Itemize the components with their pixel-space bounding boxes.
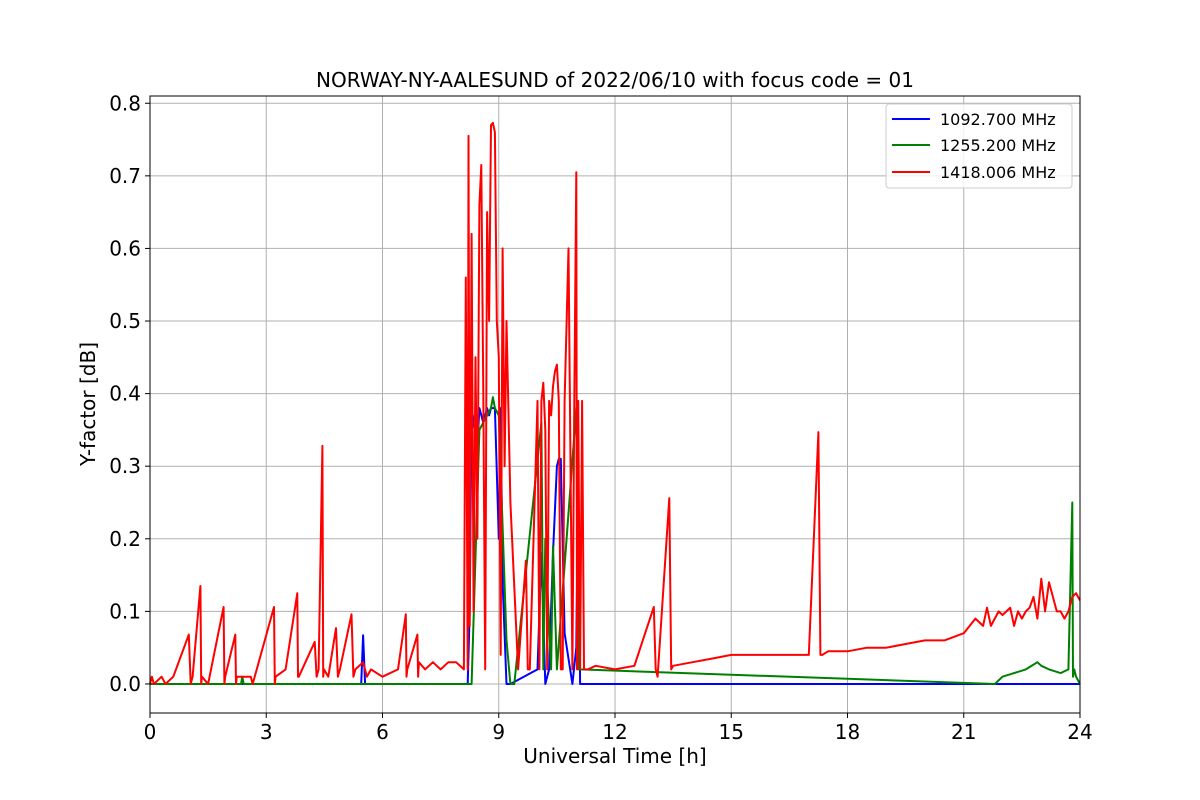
- y-tick-label: 0.0: [109, 672, 141, 696]
- legend-box: [885, 103, 1073, 189]
- y-tick-label: 0.1: [109, 599, 141, 623]
- legend-label-1255-mhz: 1255.200 MHz: [940, 136, 1056, 155]
- chart-title: NORWAY-NY-AALESUND of 2022/06/10 with fo…: [316, 68, 914, 92]
- x-tick-label: 9: [492, 720, 505, 744]
- x-tick-label: 21: [951, 720, 976, 744]
- series-lines: [149, 121, 1081, 685]
- x-tick-label: 6: [376, 720, 389, 744]
- legend-label-1092-mhz: 1092.700 MHz: [940, 110, 1056, 129]
- x-tick-label: 24: [1067, 720, 1092, 744]
- y-tick-label: 0.3: [109, 454, 141, 478]
- y-tick-label: 0.6: [109, 236, 141, 260]
- y-tick-label: 0.8: [109, 91, 141, 115]
- x-tick-label: 18: [835, 720, 860, 744]
- x-tick-label: 15: [719, 720, 744, 744]
- legend: 1092.700 MHz 1255.200 MHz 1418.006 MHz: [885, 103, 1073, 189]
- x-tick-label: 12: [602, 720, 627, 744]
- y-tick-label: 0.7: [109, 164, 141, 188]
- legend-label-1418-mhz: 1418.006 MHz: [940, 163, 1056, 182]
- y-tick-label: 0.2: [109, 527, 141, 551]
- axis-ticks: 0 3 6 9 12 15 18 21 24 0.0 0.1 0.2 0.3 0.4 0.5 0.6 0.7 0.…: [109, 91, 1093, 744]
- x-axis-label: Universal Time [h]: [523, 744, 706, 768]
- series-line-1255-200-mhz: [150, 396, 1081, 685]
- y-axis-label: Y-factor [dB]: [76, 342, 100, 467]
- y-tick-label: 0.5: [109, 309, 141, 333]
- series-line-1418-006-mhz: [149, 121, 1081, 685]
- x-tick-label: 3: [260, 720, 273, 744]
- y-tick-label: 0.4: [109, 382, 141, 406]
- x-tick-label: 0: [144, 720, 157, 744]
